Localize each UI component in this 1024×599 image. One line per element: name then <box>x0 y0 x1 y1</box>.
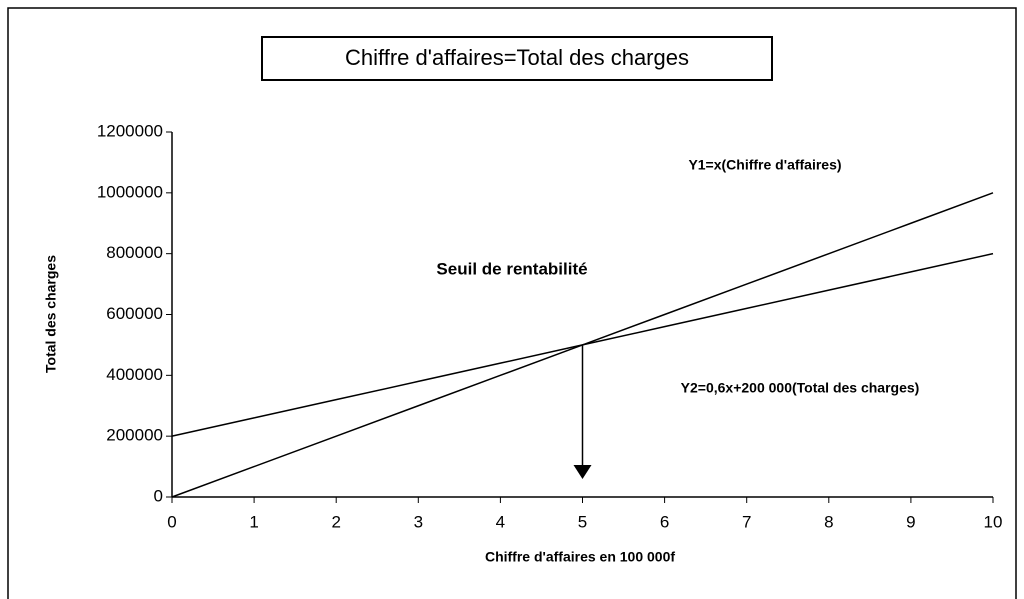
x-tick-label: 0 <box>167 512 176 531</box>
y-tick-label: 200000 <box>106 426 163 445</box>
chart-title: Chiffre d'affaires=Total des charges <box>345 45 689 70</box>
y-axis-label: Total des charges <box>43 255 59 373</box>
x-tick-label: 6 <box>660 512 669 531</box>
y-tick-label: 1000000 <box>97 182 163 201</box>
x-tick-label: 5 <box>578 512 587 531</box>
y-tick-label: 400000 <box>106 365 163 384</box>
x-tick-label: 10 <box>984 512 1003 531</box>
x-tick-label: 4 <box>496 512 505 531</box>
annotation: Seuil de rentabilité <box>436 259 587 278</box>
series-label: Y2=0,6x+200 000(Total des charges) <box>681 380 920 396</box>
x-axis-label: Chiffre d'affaires en 100 000f <box>485 549 675 565</box>
arrow-head <box>573 465 592 479</box>
x-tick-label: 9 <box>906 512 915 531</box>
x-tick-label: 7 <box>742 512 751 531</box>
y-tick-label: 800000 <box>106 243 163 262</box>
y-tick-label: 0 <box>154 486 163 505</box>
x-tick-label: 2 <box>331 512 340 531</box>
y-tick-label: 1200000 <box>97 121 163 140</box>
series-label: Y1=x(Chiffre d'affaires) <box>688 157 841 173</box>
y-tick-label: 600000 <box>106 304 163 323</box>
frame <box>7 7 1017 599</box>
x-tick-label: 1 <box>249 512 258 531</box>
title-box <box>261 36 773 81</box>
x-tick-label: 8 <box>824 512 833 531</box>
x-tick-label: 3 <box>414 512 423 531</box>
